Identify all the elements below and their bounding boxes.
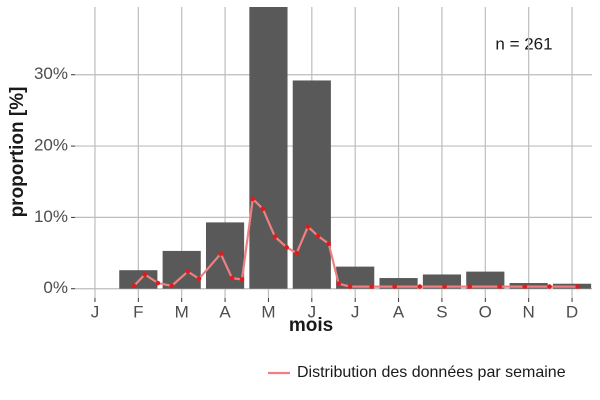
line xyxy=(133,196,578,288)
bar xyxy=(422,274,462,289)
y-tick-label: 0% xyxy=(43,278,68,297)
plot-area xyxy=(75,7,592,298)
point xyxy=(169,283,175,289)
bar xyxy=(466,271,505,289)
x-tick-label: A xyxy=(393,302,405,321)
point xyxy=(315,233,321,239)
point xyxy=(467,284,472,289)
point xyxy=(417,284,423,289)
point xyxy=(229,275,235,281)
y-tick-label: 30% xyxy=(34,64,68,83)
legend-label: Distribution des données par semaine xyxy=(297,364,566,381)
point xyxy=(305,224,311,229)
x-tick-label: F xyxy=(133,302,143,321)
x-tick-label: S xyxy=(436,302,447,321)
point xyxy=(131,283,137,289)
y-tick-label: 10% xyxy=(34,207,68,226)
x-tick-label: J xyxy=(308,302,317,321)
point xyxy=(347,284,353,289)
y-tick-label: 20% xyxy=(34,136,68,155)
point xyxy=(142,272,148,277)
point xyxy=(442,284,447,289)
x-tick-label: M xyxy=(261,302,275,321)
point xyxy=(185,269,191,274)
bar xyxy=(162,250,201,289)
x-tick-label: J xyxy=(91,302,100,321)
point xyxy=(260,206,266,212)
x-tick-label: M xyxy=(175,302,189,321)
point xyxy=(294,250,299,256)
bar xyxy=(292,80,331,289)
point xyxy=(196,276,202,282)
bar xyxy=(379,278,418,289)
point xyxy=(155,280,161,286)
point xyxy=(497,284,502,289)
point xyxy=(239,277,245,282)
point xyxy=(326,241,332,247)
x-tick-label: A xyxy=(219,302,231,321)
point xyxy=(522,284,528,289)
x-tick-label: O xyxy=(479,302,492,321)
point xyxy=(250,196,256,202)
annotation: n = 261 xyxy=(495,34,552,53)
point xyxy=(547,284,552,289)
bar xyxy=(119,270,158,289)
point xyxy=(369,284,374,289)
point xyxy=(575,284,580,289)
bar xyxy=(205,222,245,289)
point xyxy=(218,251,224,257)
y-axis-label: proportion [%] xyxy=(7,87,28,218)
point xyxy=(336,281,342,287)
point xyxy=(284,245,289,250)
x-tick-label: N xyxy=(523,302,535,321)
bar xyxy=(336,266,375,289)
point xyxy=(272,234,278,239)
x-tick-label: D xyxy=(566,302,578,321)
point xyxy=(392,284,397,289)
x-axis-label: mois xyxy=(289,315,333,336)
bar xyxy=(249,7,288,289)
x-tick-label: J xyxy=(351,302,360,321)
